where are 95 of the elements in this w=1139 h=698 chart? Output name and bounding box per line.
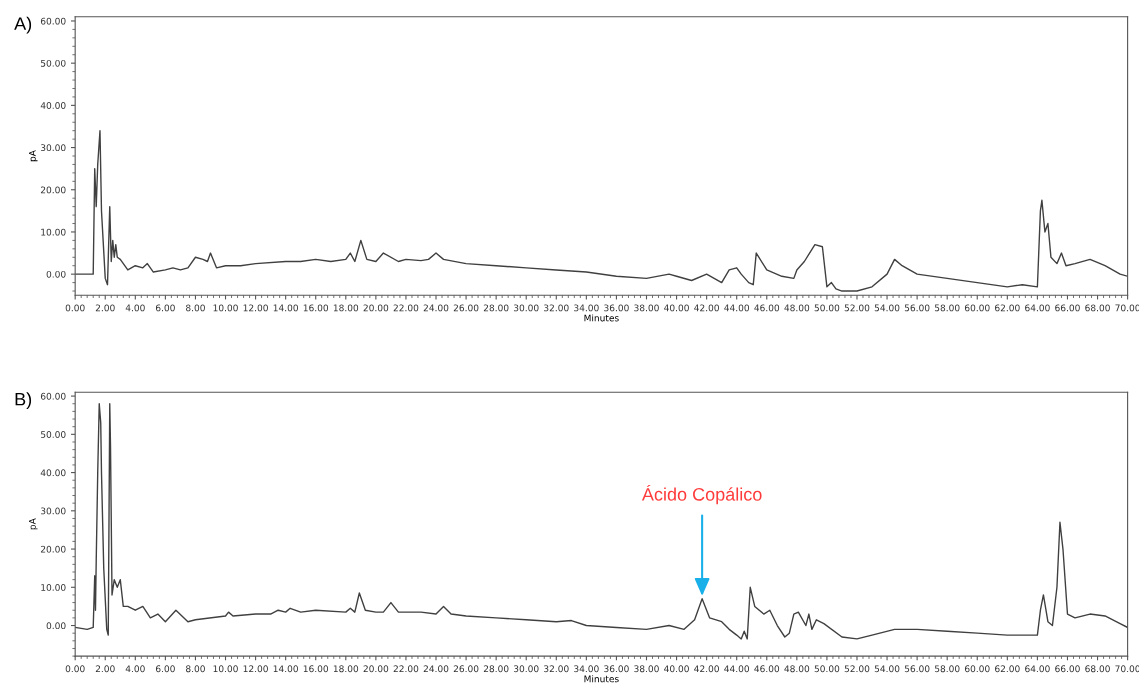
x-tick-label: 60.00 xyxy=(964,304,990,312)
x-tick-label: 2.00 xyxy=(95,304,115,312)
x-tick-label: 52.00 xyxy=(844,665,870,673)
annotation: Ácido Copálico xyxy=(641,484,762,505)
x-tick-label: 8.00 xyxy=(186,304,205,312)
x-tick-label: 70.00 xyxy=(1115,665,1139,673)
x-tick-label: 38.00 xyxy=(634,304,659,312)
x-tick-label: 24.00 xyxy=(423,304,449,312)
y-tick-label: 0.00 xyxy=(46,622,66,630)
x-tick-label: 42.00 xyxy=(694,665,719,673)
x-tick-label: 56.00 xyxy=(904,665,930,673)
x-tick-label: 14.00 xyxy=(273,304,298,312)
x-tick-label: 32.00 xyxy=(544,665,569,673)
x-tick-label: 16.00 xyxy=(303,665,329,673)
x-axis-title: Minutes xyxy=(584,314,619,322)
y-tick-label: 60.00 xyxy=(40,17,66,25)
chart-title: A) xyxy=(14,16,32,34)
y-tick-label: 50.00 xyxy=(41,431,66,438)
y-axis-title: pA xyxy=(29,150,38,162)
y-tick-label: 40.00 xyxy=(40,102,66,109)
y-tick-label: 10.00 xyxy=(41,584,66,591)
x-tick-label: 4.00 xyxy=(125,304,145,312)
x-tick-label: 58.00 xyxy=(934,665,960,673)
x-tick-label: 14.00 xyxy=(273,665,298,673)
x-tick-label: 64.00 xyxy=(1025,304,1050,312)
x-tick-label: 4.00 xyxy=(125,665,145,673)
x-tick-label: 6.00 xyxy=(155,304,175,312)
x-tick-label: 60.00 xyxy=(964,665,990,673)
x-tick-label: 2.00 xyxy=(95,665,115,673)
x-tick-label: 16.00 xyxy=(303,304,329,312)
x-tick-label: 30.00 xyxy=(513,665,539,673)
y-tick-label: 60.00 xyxy=(40,392,66,400)
x-tick-label: 0.00 xyxy=(65,304,85,312)
x-tick-label: 30.00 xyxy=(513,304,539,312)
x-tick-label: 66.00 xyxy=(1055,304,1080,312)
x-tick-label: 20.00 xyxy=(363,665,389,673)
y-tick-label: 10.00 xyxy=(41,228,66,236)
x-tick-label: 58.00 xyxy=(934,304,960,312)
x-tick-label: 66.00 xyxy=(1055,665,1080,673)
x-tick-label: 50.00 xyxy=(814,665,840,673)
x-tick-label: 62.00 xyxy=(995,304,1020,312)
x-tick-label: 8.00 xyxy=(186,665,205,673)
y-tick-label: 30.00 xyxy=(40,144,66,152)
x-tick-label: 36.00 xyxy=(604,304,629,312)
x-tick-label: 36.00 xyxy=(604,665,629,673)
x-tick-label: 54.00 xyxy=(874,665,900,673)
x-tick-label: 12.00 xyxy=(243,665,268,673)
x-tick-label: 28.00 xyxy=(483,665,509,673)
x-tick-label: 44.00 xyxy=(724,665,750,673)
x-tick-label: 12.00 xyxy=(243,304,268,312)
x-tick-label: 50.00 xyxy=(814,304,840,312)
x-tick-label: 68.00 xyxy=(1085,304,1110,312)
x-tick-label: 26.00 xyxy=(453,665,479,673)
x-tick-label: 24.00 xyxy=(423,665,449,673)
y-tick-label: 40.00 xyxy=(40,469,66,477)
x-tick-label: 52.00 xyxy=(844,304,870,312)
x-tick-label: 44.00 xyxy=(724,304,750,312)
y-tick-label: 50.00 xyxy=(41,59,66,67)
line-series xyxy=(75,129,1128,292)
chart-title: B) xyxy=(15,392,32,410)
x-tick-label: 22.00 xyxy=(393,304,419,312)
x-tick-label: 34.00 xyxy=(574,665,599,673)
x-tick-label: 46.00 xyxy=(754,665,780,673)
x-tick-label: 18.00 xyxy=(333,665,359,673)
x-tick-label: 26.00 xyxy=(453,304,479,312)
x-tick-label: 56.00 xyxy=(904,304,930,312)
x-tick-label: 54.00 xyxy=(874,304,900,312)
x-tick-label: 62.00 xyxy=(995,665,1020,673)
x-tick-label: 42.00 xyxy=(694,304,719,312)
x-tick-label: 0.00 xyxy=(65,665,85,673)
x-tick-label: 10.00 xyxy=(213,304,238,312)
x-tick-label: 18.00 xyxy=(333,304,359,312)
x-tick-label: 32.00 xyxy=(544,304,569,312)
x-tick-label: 40.00 xyxy=(664,665,689,673)
y-tick-label: 30.00 xyxy=(40,507,66,515)
x-tick-label: 64.00 xyxy=(1025,665,1050,673)
x-tick-label: 46.00 xyxy=(754,304,780,312)
x-tick-label: 34.00 xyxy=(574,304,599,312)
x-tick-label: 68.00 xyxy=(1085,665,1110,673)
x-tick-label: 48.00 xyxy=(784,665,810,673)
x-tick-label: 40.00 xyxy=(664,304,689,312)
y-tick-label: 0.00 xyxy=(46,270,66,278)
x-tick-label: 28.00 xyxy=(483,304,509,312)
x-tick-label: 10.00 xyxy=(213,665,238,673)
x-tick-label: 6.00 xyxy=(155,665,175,673)
x-tick-label: 38.00 xyxy=(634,665,659,673)
x-tick-label: 70.00 xyxy=(1115,304,1139,312)
x-tick-label: 22.00 xyxy=(393,665,419,673)
x-axis-title: Minutes xyxy=(584,675,619,683)
x-tick-label: 48.00 xyxy=(784,304,810,312)
y-tick-label: 20.00 xyxy=(40,186,66,194)
y-axis-title: pA xyxy=(29,518,38,530)
line-series xyxy=(75,403,1128,640)
x-tick-label: 20.00 xyxy=(363,304,389,312)
y-tick-label: 20.00 xyxy=(40,545,66,553)
